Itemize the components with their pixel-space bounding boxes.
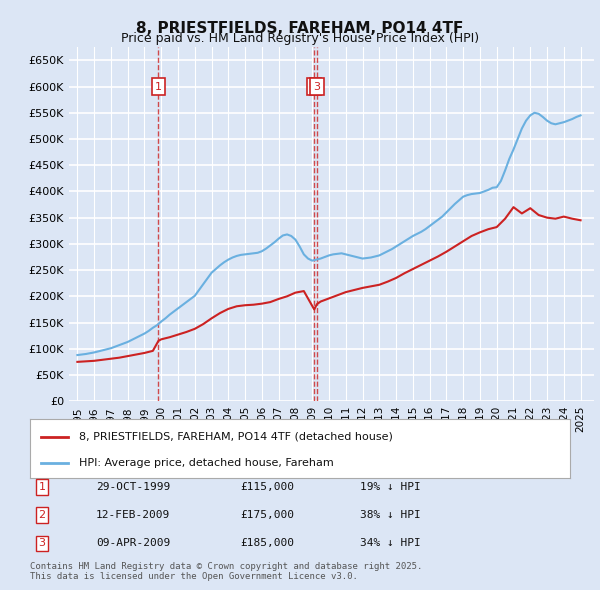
Text: 12-FEB-2009: 12-FEB-2009 [96,510,170,520]
Text: 3: 3 [38,539,46,548]
Text: 2: 2 [311,81,318,91]
Text: 3: 3 [313,81,320,91]
Text: 09-APR-2009: 09-APR-2009 [96,539,170,548]
Text: £185,000: £185,000 [240,539,294,548]
Text: £175,000: £175,000 [240,510,294,520]
Text: £115,000: £115,000 [240,482,294,491]
Text: 8, PRIESTFIELDS, FAREHAM, PO14 4TF: 8, PRIESTFIELDS, FAREHAM, PO14 4TF [136,21,464,35]
Text: 38% ↓ HPI: 38% ↓ HPI [360,510,421,520]
Text: Price paid vs. HM Land Registry's House Price Index (HPI): Price paid vs. HM Land Registry's House … [121,32,479,45]
Text: 19% ↓ HPI: 19% ↓ HPI [360,482,421,491]
Text: 2: 2 [38,510,46,520]
Text: Contains HM Land Registry data © Crown copyright and database right 2025.
This d: Contains HM Land Registry data © Crown c… [30,562,422,581]
Text: 1: 1 [38,482,46,491]
Text: 1: 1 [155,81,162,91]
Text: 29-OCT-1999: 29-OCT-1999 [96,482,170,491]
Text: 34% ↓ HPI: 34% ↓ HPI [360,539,421,548]
Text: HPI: Average price, detached house, Fareham: HPI: Average price, detached house, Fare… [79,458,334,468]
Text: 8, PRIESTFIELDS, FAREHAM, PO14 4TF (detached house): 8, PRIESTFIELDS, FAREHAM, PO14 4TF (deta… [79,432,392,441]
